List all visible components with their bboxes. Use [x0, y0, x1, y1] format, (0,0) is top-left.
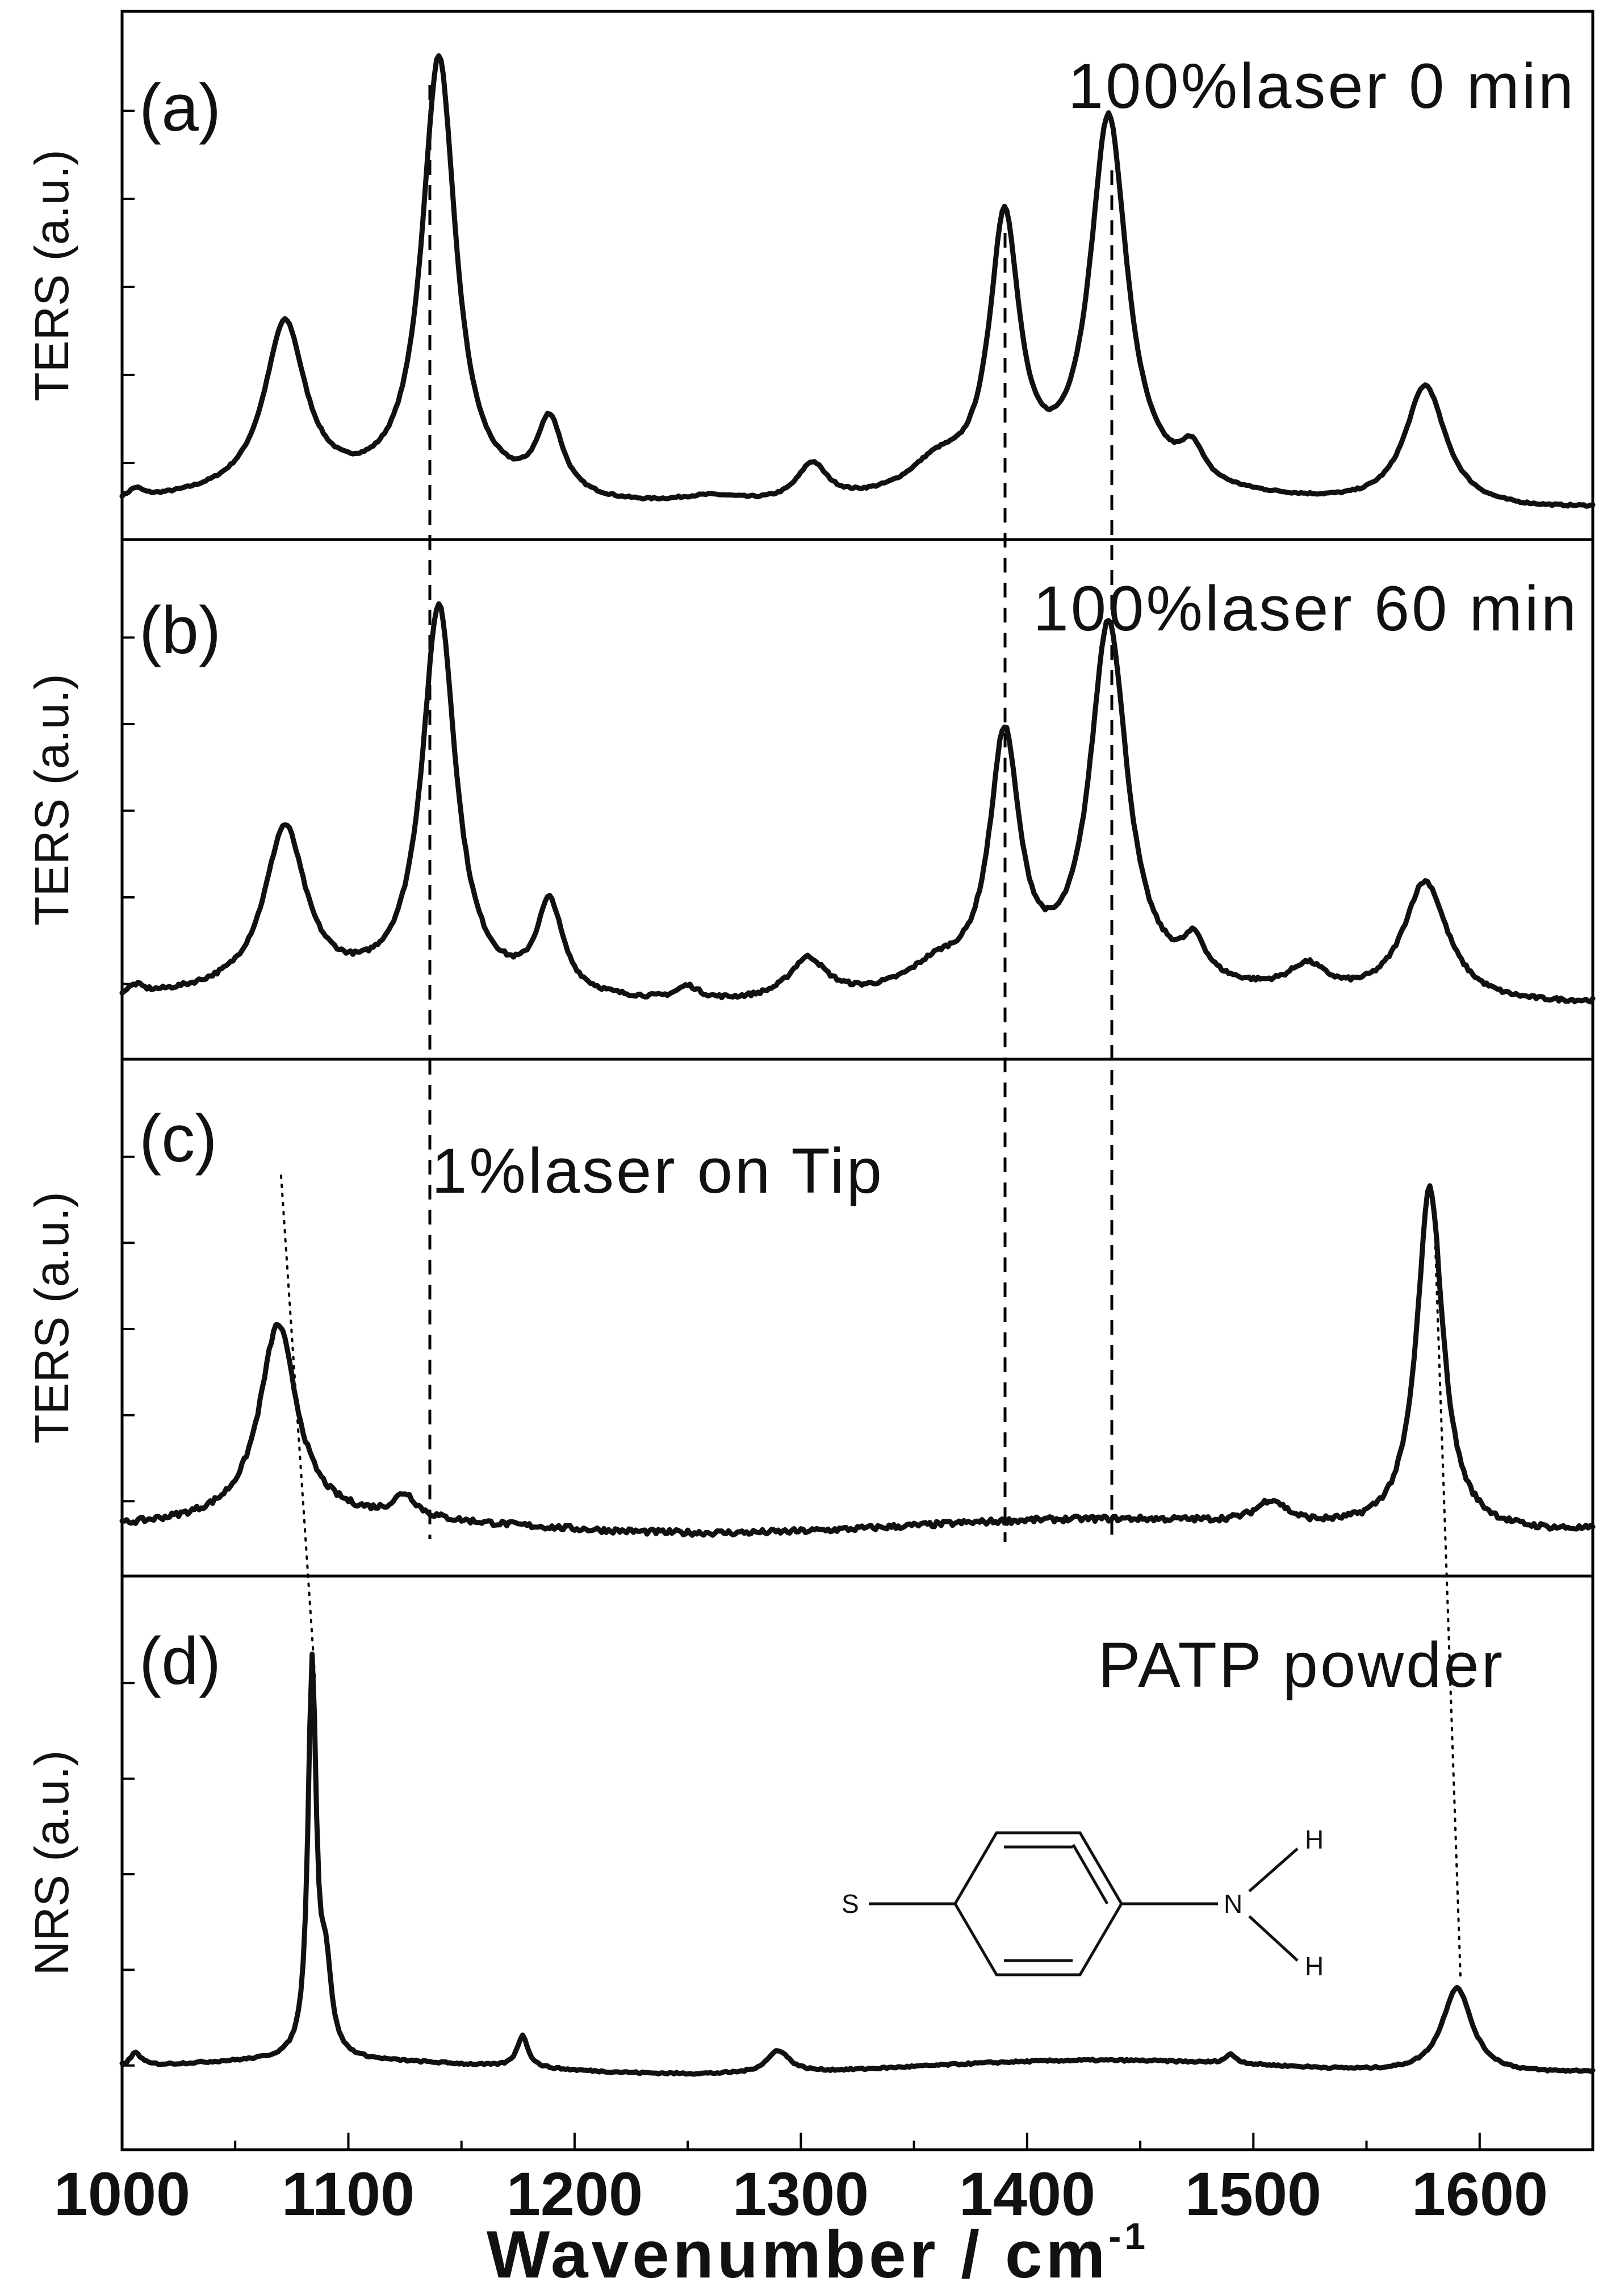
- x-tick-label-1500: 1500: [1185, 2159, 1321, 2228]
- panel-b-annotation: 100%laser 60 min: [1033, 573, 1579, 644]
- x-axis-label: Wavenumber / cm-1: [487, 2215, 1149, 2286]
- atom-h1: H: [1305, 1825, 1324, 1854]
- panel-a-ylabel: TERS (a.u.): [25, 149, 78, 401]
- x-tick-label-1300: 1300: [733, 2159, 869, 2228]
- x-tick-label-1600: 1600: [1412, 2159, 1548, 2228]
- panel-c-annotation: 1%laser on Tip: [432, 1135, 884, 1206]
- x-tick-label-1200: 1200: [507, 2159, 643, 2228]
- x-tick-label-1100: 1100: [282, 2159, 415, 2228]
- nh-bond-2: [1248, 1915, 1299, 1962]
- x-tick-label-1000: 1000: [54, 2159, 190, 2228]
- dotted-guide-right: [1433, 1200, 1462, 1978]
- atom-h2: H: [1305, 1951, 1324, 1981]
- panel-d-label: (d): [139, 1624, 221, 1699]
- panel-b-ylabel: TERS (a.u.): [25, 674, 78, 925]
- panel-d-ylabel: NRS (a.u.): [25, 1750, 78, 1976]
- panel-c-ylabel: TERS (a.u.): [25, 1192, 78, 1443]
- benzene-ring: [953, 1831, 1123, 1976]
- panel-a-label: (a): [139, 70, 221, 145]
- x-axis-label-text: Wavenumber / cm: [487, 2217, 1108, 2286]
- panel-d-frame: [120, 1574, 1594, 2151]
- patp-molecule: S N H H: [842, 1825, 1324, 1981]
- nh-bond-1: [1248, 1848, 1299, 1892]
- atom-s: S: [842, 1889, 859, 1919]
- x-tick-label-1400: 1400: [959, 2159, 1095, 2228]
- spectrum-a: [119, 53, 1596, 509]
- spectrum-d: [119, 1651, 1596, 2077]
- atom-n: N: [1224, 1889, 1242, 1919]
- panel-d-annotation: PATP powder: [1098, 1629, 1505, 1700]
- panel-b-label: (b): [139, 593, 221, 668]
- ring-inner-bond-3: [1071, 1844, 1109, 1905]
- x-axis-label-superscript: -1: [1108, 2215, 1149, 2257]
- panel-a-annotation: 100%laser 0 min: [1068, 51, 1576, 122]
- spectrum-c: [119, 1183, 1596, 1538]
- panel-c-label: (c): [139, 1101, 217, 1176]
- x-ticks: [121, 2133, 1594, 2150]
- y-ticks: [122, 110, 135, 2067]
- peak-guides: [280, 85, 1462, 1978]
- spectrum-b: [119, 601, 1596, 1005]
- dotted-guide-left: [280, 1175, 316, 1682]
